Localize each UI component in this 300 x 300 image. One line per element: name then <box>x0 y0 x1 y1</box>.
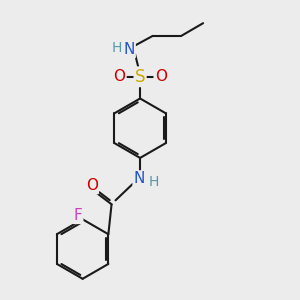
Text: H: H <box>149 175 159 189</box>
Text: H: H <box>111 41 122 55</box>
Text: N: N <box>134 171 145 186</box>
Text: O: O <box>86 178 98 193</box>
Text: F: F <box>74 208 82 223</box>
Text: N: N <box>123 42 135 57</box>
Text: O: O <box>155 69 167 84</box>
Text: S: S <box>135 68 145 86</box>
Text: O: O <box>113 69 125 84</box>
